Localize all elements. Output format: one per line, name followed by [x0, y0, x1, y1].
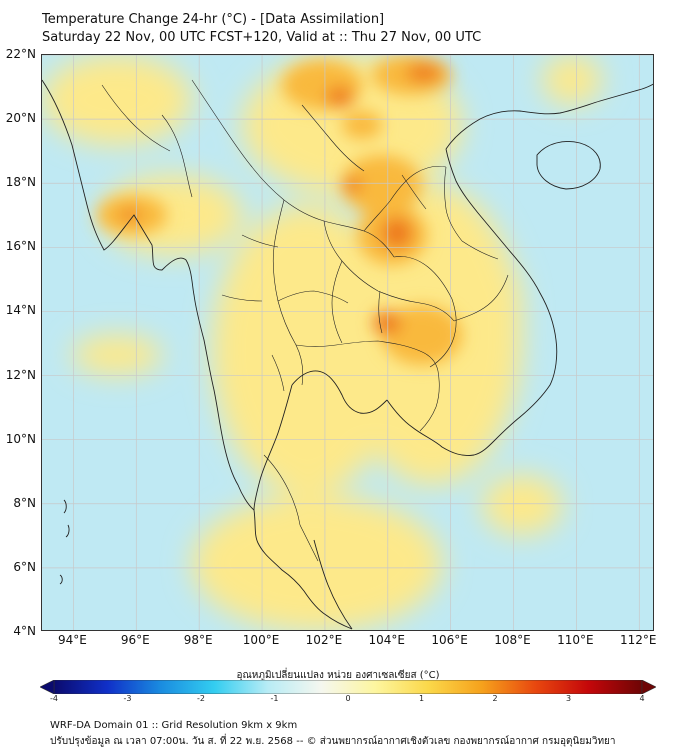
footer-model-info: WRF-DA Domain 01 :: Grid Resolution 9km …: [50, 720, 298, 731]
latitude-label: 18°N: [5, 175, 36, 190]
province-borders: [101, 79, 509, 562]
peak-anomaly-area: [326, 87, 354, 107]
warm-anomaly-area: [192, 495, 442, 630]
warm-anomaly-area: [482, 475, 562, 535]
temperature-change-map: [42, 55, 653, 630]
colorbar-tick-label: 2: [492, 694, 498, 703]
latitude-label: 12°N: [5, 367, 36, 382]
latitude-label: 22°N: [5, 47, 36, 61]
latitude-label: 20°N: [5, 111, 36, 126]
hot-anomaly-area: [382, 305, 462, 365]
latitude-label: 4°N: [13, 624, 36, 638]
hot-anomaly-area: [342, 111, 382, 139]
map-title: Temperature Change 24-hr (°C) - [Data As…: [42, 12, 385, 27]
colorbar-tick-label: 1: [418, 694, 425, 703]
temperature-field-hotspots: [97, 55, 462, 365]
latitude-label: 6°N: [13, 559, 36, 574]
longitude-label: 106°E: [431, 633, 468, 647]
map-panel: [41, 54, 654, 631]
colorbar-tick-label: 4: [639, 694, 645, 703]
colorbar-tick-label: -3: [123, 694, 132, 703]
latitude-label: 10°N: [5, 431, 36, 446]
longitude-label: 110°E: [557, 633, 594, 647]
colorbar-tick-label: -4: [50, 694, 58, 703]
longitude-label: 96°E: [120, 633, 150, 647]
footer-credit: ปรับปรุงข้อมูล ณ เวลา 07:00น. วัน ส. ที่…: [50, 736, 616, 747]
colorbar-tick-label: -2: [197, 694, 205, 703]
peak-anomaly-area: [373, 311, 401, 335]
warm-anomaly-area: [72, 335, 162, 375]
longitude-label: 108°E: [494, 633, 531, 647]
longitude-label: 102°E: [305, 633, 343, 647]
longitude-label: 98°E: [183, 633, 213, 647]
warm-anomaly-area: [542, 55, 602, 105]
longitude-label: 112°E: [620, 633, 657, 647]
peak-anomaly-area: [120, 209, 140, 221]
longitude-label: 104°E: [368, 633, 406, 647]
peak-anomaly-area: [342, 177, 362, 193]
colorbar-tick-label: 0: [345, 694, 351, 703]
peak-anomaly-area: [406, 64, 442, 82]
colorbar: [40, 680, 656, 694]
longitude-label: 100°E: [242, 633, 280, 647]
latitude-label: 16°N: [5, 239, 36, 254]
colorbar-title: อุณหภูมิเปลี่ยนแปลง หน่วย องศาเซลเซียส (…: [236, 670, 440, 681]
latitude-label: 8°N: [13, 495, 36, 510]
coastlines: [42, 79, 653, 630]
warm-anomaly-area: [462, 255, 522, 355]
colorbar-min-extension: [40, 680, 55, 694]
graticule-grid: [42, 55, 653, 630]
colorbar-max-extension: [641, 680, 656, 694]
warm-anomaly-area: [102, 175, 242, 255]
map-subtitle: Saturday 22 Nov, 00 UTC FCST+120, Valid …: [42, 30, 482, 45]
latitude-label: 14°N: [5, 303, 36, 318]
colorbar-tick-label: -1: [270, 694, 279, 703]
colorbar-gradient: [53, 680, 643, 694]
hot-anomaly-area: [342, 155, 422, 215]
peak-anomaly-area: [381, 217, 413, 249]
warm-anomaly-area: [42, 55, 192, 145]
longitude-label: 94°E: [57, 633, 87, 647]
colorbar-tick-label: 3: [565, 694, 572, 703]
